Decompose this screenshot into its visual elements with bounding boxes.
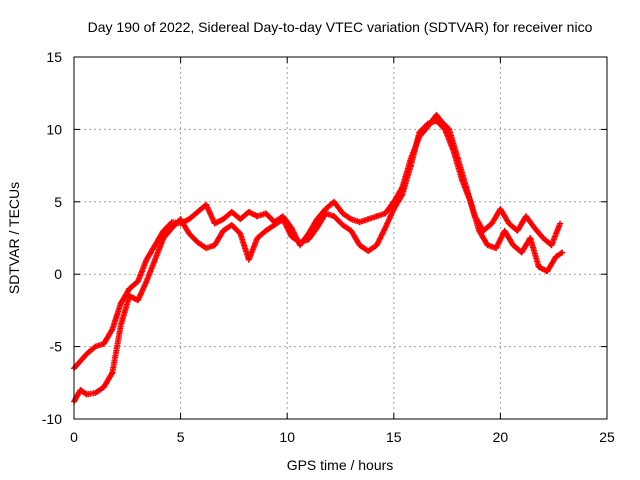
x-tick-label: 25 [599, 429, 615, 445]
data-point [282, 221, 289, 228]
data-point [375, 239, 382, 246]
data-point [281, 218, 288, 225]
data-point [290, 228, 297, 235]
grid [74, 57, 607, 419]
y-axis-label: SDTVAR / TECUs [6, 182, 22, 294]
x-tick-label: 10 [279, 429, 295, 445]
data-point [283, 222, 290, 229]
data-point [289, 226, 296, 233]
data-point [377, 235, 384, 242]
y-tick-label: -5 [50, 339, 63, 355]
y-tick-label: 0 [54, 266, 62, 282]
data-point [497, 235, 504, 242]
data-point [497, 237, 504, 244]
data-point [283, 224, 290, 231]
data-point [286, 229, 293, 236]
data-series [71, 111, 566, 405]
data-point [380, 228, 387, 235]
data-point [373, 242, 380, 249]
data-point [378, 231, 385, 238]
data-point [289, 227, 296, 234]
x-tick-label: 15 [386, 429, 402, 445]
data-point [287, 230, 294, 237]
data-point [280, 217, 287, 224]
data-point [557, 220, 564, 227]
data-point [493, 245, 500, 252]
x-tick-label: 20 [493, 429, 509, 445]
data-point [499, 233, 506, 240]
data-point [376, 236, 383, 243]
data-point [279, 216, 286, 223]
data-point [379, 230, 386, 237]
data-point [380, 227, 387, 234]
plot-frame [73, 56, 608, 420]
data-point [493, 243, 500, 250]
chart-title: Day 190 of 2022, Sidereal Day-to-day VTE… [88, 19, 593, 35]
x-axis-label: GPS time / hours [287, 457, 394, 473]
axis-ticks: 0 5 10 15 20 25 -10 -5 0 5 10 15 [42, 49, 615, 445]
data-point [559, 249, 566, 256]
data-point [288, 224, 295, 231]
data-point [377, 234, 384, 241]
y-tick-label: 5 [54, 194, 62, 210]
data-point [284, 225, 291, 232]
series-track-a [71, 111, 564, 372]
data-point [494, 242, 501, 249]
data-point [496, 238, 503, 245]
data-point [498, 234, 505, 241]
data-point [495, 241, 502, 248]
data-point [374, 240, 381, 247]
data-point [285, 228, 292, 235]
y-tick-label: -10 [42, 411, 62, 427]
y-tick-label: 15 [46, 49, 62, 65]
x-tick-label: 5 [177, 429, 185, 445]
data-point [495, 239, 502, 246]
y-tick-label: 10 [46, 121, 62, 137]
data-point [281, 220, 288, 227]
data-point [378, 232, 385, 239]
data-point [375, 238, 382, 245]
data-point [381, 226, 388, 233]
x-tick-label: 0 [70, 429, 78, 445]
data-point [285, 226, 292, 233]
series-track-b [71, 117, 566, 405]
